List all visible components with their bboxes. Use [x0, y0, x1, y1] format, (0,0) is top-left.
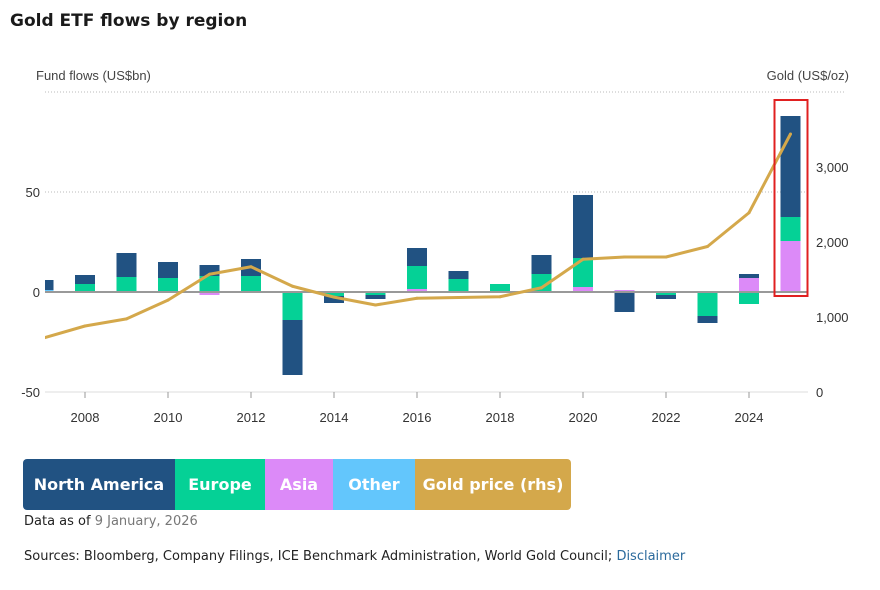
bar-europe-2008[interactable]	[75, 284, 95, 292]
bar-europe-2024[interactable]	[739, 292, 759, 304]
y2-tick-label: 2,000	[816, 235, 849, 250]
gold-price-point-2021[interactable]	[623, 255, 626, 259]
legend-europe[interactable]: Europe	[175, 459, 265, 510]
y2-tick-label: 0	[816, 385, 823, 400]
gold-price-point-2011[interactable]	[208, 272, 211, 276]
chart: Fund flows (US$bn) Gold (US$/oz) -50 0 50 0…	[21, 68, 849, 425]
highlight-box	[773, 99, 809, 297]
gold-price-point-2012[interactable]	[249, 265, 253, 269]
x-tick-label: 2014	[320, 410, 349, 425]
bar-europe-2010[interactable]	[158, 278, 178, 292]
y2-axis-label: Gold (US$/oz)	[767, 68, 849, 83]
bar-europe-2020[interactable]	[573, 258, 593, 287]
bar-north-america-2024[interactable]	[739, 274, 759, 278]
gold-price-point-2007[interactable]	[42, 337, 45, 340]
bar-north-america-2015[interactable]	[365, 295, 386, 299]
bar-europe-2013[interactable]	[282, 292, 303, 320]
x-tick-label: 2022	[652, 410, 681, 425]
gold-price-point-2018[interactable]	[498, 295, 502, 299]
gold-price-point-2008[interactable]	[83, 324, 87, 328]
bar-europe-2018[interactable]	[490, 284, 510, 292]
bar-north-america-2025[interactable]	[780, 116, 801, 217]
bar-north-america-2016[interactable]	[407, 248, 427, 266]
bar-europe-2017[interactable]	[448, 279, 469, 292]
legend-north-america[interactable]: North America	[23, 459, 175, 510]
bar-north-america-2022[interactable]	[656, 295, 676, 299]
x-tick-label: 2024	[735, 410, 764, 425]
bar-north-america-2021[interactable]	[614, 292, 635, 312]
x-tick-label: 2008	[71, 410, 100, 425]
gold-price-point-2014[interactable]	[332, 295, 336, 299]
legend-other[interactable]: Other	[333, 459, 415, 510]
gold-price-point-2022[interactable]	[664, 255, 668, 259]
bar-north-america-2017[interactable]	[448, 271, 469, 279]
y-tick-label: 50	[26, 185, 40, 200]
bar-europe-2025[interactable]	[780, 217, 801, 241]
bar-asia-2020[interactable]	[573, 287, 593, 292]
bar-north-america-2014[interactable]	[324, 296, 344, 303]
gold-price-point-2019[interactable]	[540, 286, 543, 290]
y-axis-label: Fund flows (US$bn)	[36, 68, 151, 83]
gold-price-point-2024[interactable]	[747, 211, 751, 215]
disclaimer-link[interactable]: Disclaimer	[616, 549, 686, 564]
gold-price-point-2010[interactable]	[166, 298, 170, 302]
bar-asia-2025[interactable]	[780, 241, 801, 292]
gold-price-point-2025[interactable]	[789, 132, 792, 136]
bar-north-america-2007[interactable]	[34, 280, 54, 290]
bar-north-america-2019[interactable]	[531, 255, 552, 274]
y-tick-label: 0	[33, 285, 40, 300]
bar-europe-2009[interactable]	[116, 277, 137, 291]
bar-europe-2014[interactable]	[324, 292, 344, 296]
bar-europe-2022[interactable]	[656, 292, 676, 295]
legend-gold-price[interactable]: Gold price (rhs)	[415, 459, 571, 510]
gold-price-point-2023[interactable]	[706, 245, 709, 248]
bar-north-america-2011[interactable]	[199, 265, 220, 276]
bar-north-america-2020[interactable]	[573, 195, 593, 258]
x-tick-label: 2018	[486, 410, 515, 425]
gold-price-point-2009[interactable]	[125, 317, 128, 321]
chart-title: Gold ETF flows by region	[10, 11, 248, 31]
gold-price-point-2020[interactable]	[581, 257, 585, 261]
gold-price-point-2016[interactable]	[415, 296, 419, 300]
legend-asia[interactable]: Asia	[265, 459, 333, 510]
legend: North America Europe Asia Other Gold pri…	[23, 459, 571, 510]
bar-asia-2011[interactable]	[199, 292, 220, 295]
x-tick-label: 2010	[154, 410, 183, 425]
bar-north-america-2008[interactable]	[75, 275, 95, 284]
gold-price-point-2013[interactable]	[291, 284, 294, 288]
y2-tick-label: 3,000	[816, 160, 849, 175]
x-tick-label: 2016	[403, 410, 432, 425]
x-tick-label: 2020	[569, 410, 598, 425]
gold-price-point-2015[interactable]	[374, 303, 377, 307]
bar-north-america-2010[interactable]	[158, 262, 178, 278]
y2-tick-label: 1,000	[816, 310, 849, 325]
bar-asia-2016[interactable]	[407, 289, 427, 292]
bar-europe-2015[interactable]	[365, 292, 386, 295]
bar-europe-2016[interactable]	[407, 266, 427, 289]
sources: Sources: Bloomberg, Company Filings, ICE…	[24, 549, 685, 564]
gold-price-point-2017[interactable]	[457, 296, 460, 299]
bar-north-america-2023[interactable]	[697, 316, 718, 323]
bar-europe-2011[interactable]	[199, 276, 220, 292]
bar-north-america-2009[interactable]	[116, 253, 137, 277]
x-tick-label: 2012	[237, 410, 266, 425]
asof-label: Data as of	[24, 514, 91, 529]
data-as-of: Data as of 9 January, 2026	[24, 514, 198, 529]
bar-north-america-2013[interactable]	[282, 320, 303, 375]
bar-europe-2012[interactable]	[241, 276, 261, 292]
bar-asia-2024[interactable]	[739, 278, 759, 291]
gold-price-line[interactable]	[44, 133, 792, 340]
y-tick-label: -50	[21, 385, 40, 400]
bar-europe-2023[interactable]	[697, 292, 718, 316]
asof-date: 9 January, 2026	[94, 514, 198, 529]
sources-text: Sources: Bloomberg, Company Filings, ICE…	[24, 549, 613, 564]
